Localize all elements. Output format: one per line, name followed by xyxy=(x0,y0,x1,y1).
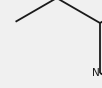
Text: N: N xyxy=(92,68,100,78)
